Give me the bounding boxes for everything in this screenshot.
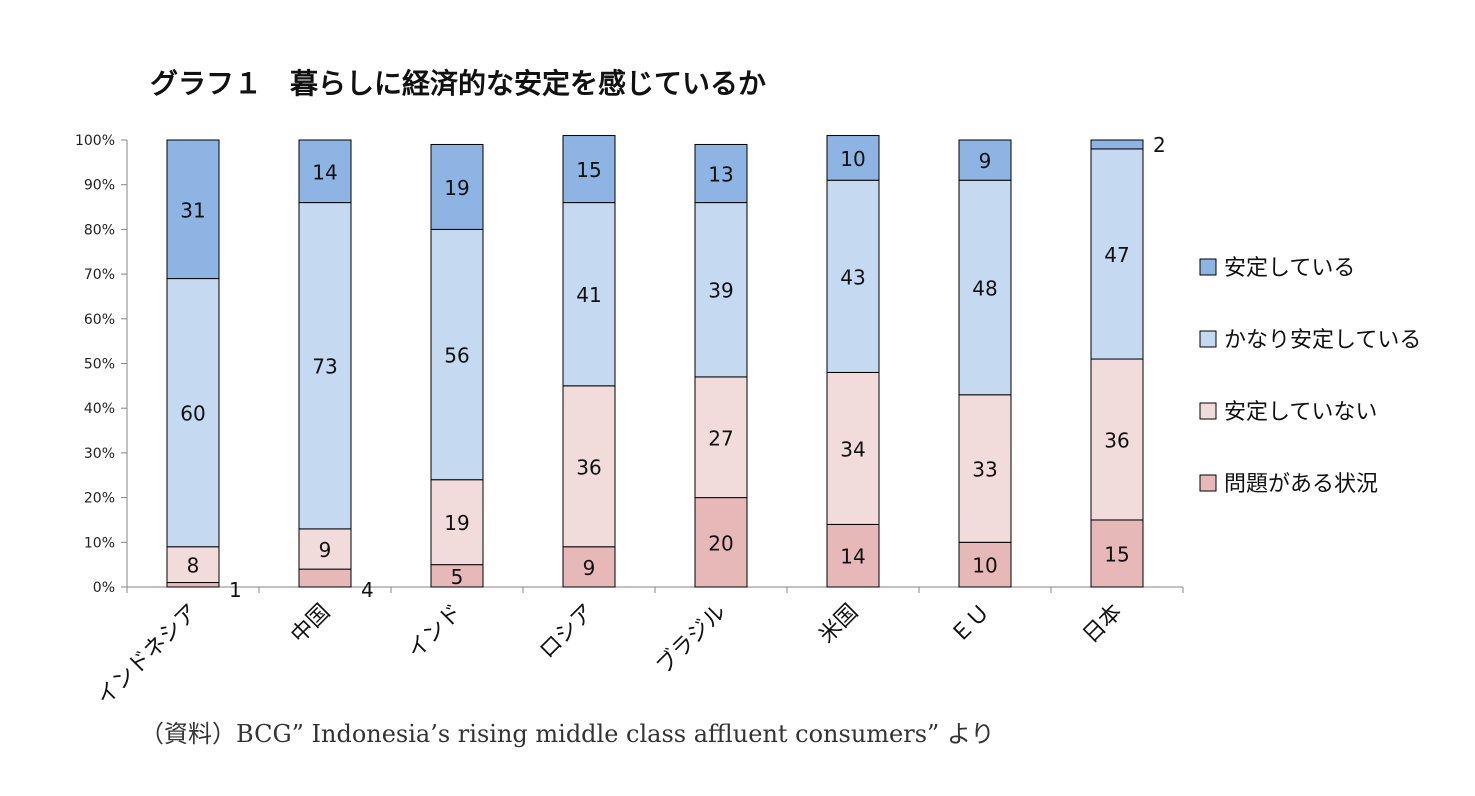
bar-segment-インド-安定している [430, 143, 484, 230]
data-label: 2 [1153, 133, 1166, 157]
data-label: 43 [840, 265, 865, 289]
bar-segment-日本-安定していない [1090, 358, 1144, 521]
x-category-label: ブラジル [652, 600, 732, 680]
data-label: 5 [451, 565, 464, 589]
data-label: 31 [180, 198, 205, 222]
data-label: 73 [312, 355, 337, 379]
bar-segment-日本-かなり安定している [1090, 148, 1144, 360]
data-label: 14 [840, 545, 865, 569]
data-label: 19 [444, 511, 469, 535]
x-category-label: インド [403, 600, 467, 664]
bar-segment-インドネシア-安定している [166, 139, 220, 280]
bar-segment-中国-問題がある状況 [298, 568, 352, 588]
bar-segment-インドネシア-問題がある状況 [166, 582, 220, 588]
data-label: 56 [444, 344, 469, 368]
y-tick-label: 50% [84, 357, 115, 373]
y-tick-label: 30% [84, 446, 115, 462]
bar-segment-ブラジル-安定していない [694, 376, 748, 499]
data-label: 10 [840, 147, 865, 171]
bar-segment-ロシア-安定していない [562, 385, 616, 548]
bar-segment-ロシア-安定している [562, 135, 616, 204]
bar-segment-日本-安定している [1090, 139, 1144, 150]
data-label: 10 [972, 554, 997, 578]
data-label: 9 [979, 149, 992, 173]
data-label: 27 [708, 426, 733, 450]
data-label: 39 [708, 279, 733, 303]
legend-swatch-安定していない [1199, 402, 1217, 420]
data-label: 8 [187, 554, 200, 578]
x-category-label: 中国 [286, 600, 335, 649]
data-label: 34 [840, 437, 865, 461]
x-category-label: ＥＵ [946, 600, 995, 649]
y-tick-label: 80% [84, 222, 115, 238]
bar-segment-ブラジル-問題がある状況 [694, 497, 748, 588]
bar-segment-米国-安定していない [826, 371, 880, 525]
bar-segment-インドネシア-かなり安定している [166, 278, 220, 548]
data-label: 60 [180, 402, 205, 426]
y-tick-label: 0% [93, 580, 115, 596]
bar-segment-中国-安定している [298, 139, 352, 204]
data-label: 41 [576, 283, 601, 307]
legend-label-かなり安定している: かなり安定している [1224, 328, 1421, 353]
data-label: 4 [361, 578, 374, 602]
y-tick-label: 40% [84, 401, 115, 417]
legend-label-安定していない: 安定していない [1224, 400, 1377, 425]
y-tick-label: 90% [84, 178, 115, 194]
bar-segment-ロシア-かなり安定している [562, 202, 616, 387]
chart-title: グラフ１ 暮らしに経済的な安定を感じているか [150, 67, 767, 100]
data-label: 1 [229, 578, 242, 602]
data-label: 9 [319, 538, 332, 562]
bar-segment-米国-安定している [826, 135, 880, 181]
legend-label-安定している: 安定している [1224, 256, 1355, 281]
y-tick-label: 60% [84, 312, 115, 328]
data-label: 9 [583, 556, 596, 580]
bar-segment-米国-かなり安定している [826, 179, 880, 373]
data-label: 47 [1104, 243, 1129, 267]
data-label: 36 [1104, 428, 1129, 452]
bar-segment-ロシア-問題がある状況 [562, 546, 616, 588]
x-category-label: 米国 [814, 600, 863, 649]
bar-segment-インド-かなり安定している [430, 228, 484, 481]
y-tick-label: 100% [75, 133, 115, 149]
y-tick-label: 70% [84, 267, 115, 283]
data-label: 48 [972, 277, 997, 301]
bar-segment-米国-問題がある状況 [826, 523, 880, 588]
legend-swatch-安定している [1199, 258, 1217, 276]
y-tick-label: 20% [84, 491, 115, 507]
bar-segment-ＥＵ-安定している [958, 139, 1012, 181]
data-label: 36 [576, 455, 601, 479]
bar-segment-ＥＵ-問題がある状況 [958, 541, 1012, 588]
legend-label-問題がある状況: 問題がある状況 [1224, 472, 1378, 497]
data-label: 33 [972, 458, 997, 482]
source-note: （資料）BCG” Indonesia’s rising middle class… [140, 720, 995, 748]
bar-segment-日本-問題がある状況 [1090, 519, 1144, 588]
bar-segment-インド-安定していない [430, 479, 484, 566]
bar-segment-ブラジル-安定している [694, 143, 748, 204]
bar-segment-ブラジル-かなり安定している [694, 202, 748, 378]
data-label: 13 [708, 163, 733, 187]
data-label: 15 [1104, 542, 1129, 566]
data-label: 19 [444, 176, 469, 200]
legend-swatch-かなり安定している [1199, 330, 1217, 348]
bar-segment-中国-安定していない [298, 528, 352, 570]
y-tick-label: 10% [84, 535, 115, 551]
x-category-label: 日本 [1078, 600, 1127, 649]
x-category-label: ロシア [535, 600, 599, 664]
bar-segment-ＥＵ-安定していない [958, 394, 1012, 543]
bar-segment-中国-かなり安定している [298, 202, 352, 530]
data-label: 15 [576, 158, 601, 182]
x-category-label: インドネシア [92, 600, 203, 711]
data-label: 14 [312, 160, 337, 184]
legend-swatch-問題がある状況 [1199, 474, 1217, 492]
data-label: 20 [708, 531, 733, 555]
